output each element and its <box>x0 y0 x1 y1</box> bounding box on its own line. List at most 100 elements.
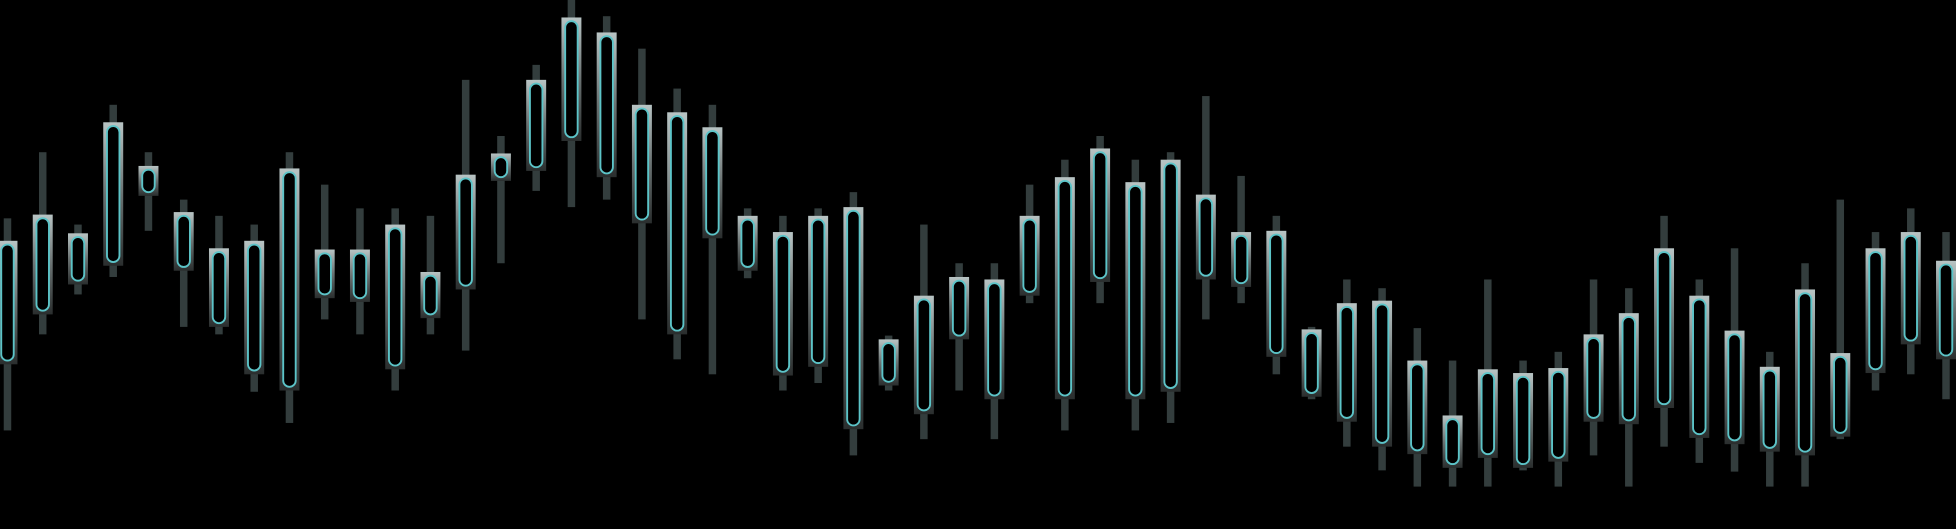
body-core <box>1762 369 1777 449</box>
candle-body <box>631 104 652 224</box>
candle-body <box>1090 148 1111 282</box>
candle-body <box>1654 248 1675 408</box>
body-core <box>352 252 368 300</box>
body-core <box>1163 162 1178 389</box>
candle-body <box>314 249 335 299</box>
body-core <box>599 35 614 175</box>
body-core <box>211 251 227 325</box>
body-core <box>1515 375 1531 466</box>
candle-body <box>420 271 441 319</box>
candle-body <box>1336 303 1357 422</box>
candle-body <box>455 174 476 290</box>
body-core <box>1445 418 1460 466</box>
candle-body <box>1477 369 1498 458</box>
body-core <box>1092 151 1108 280</box>
body-core <box>1586 337 1601 419</box>
body-core <box>634 107 650 221</box>
candle-body <box>596 32 617 178</box>
candle-body <box>1795 289 1816 456</box>
candle-body <box>1759 366 1780 452</box>
candle-body <box>279 168 300 391</box>
candle-body <box>843 207 864 430</box>
candle-body <box>1830 353 1851 437</box>
body-core <box>775 234 791 373</box>
body-core <box>846 209 861 427</box>
body-core <box>1233 234 1249 285</box>
candle-body <box>1160 159 1181 392</box>
candle-body <box>1372 300 1393 447</box>
body-core <box>1410 363 1425 452</box>
body-core <box>35 217 50 312</box>
body-core <box>1198 197 1214 277</box>
candle-body <box>1865 248 1886 374</box>
candle-body <box>667 112 688 335</box>
body-core <box>493 156 509 179</box>
candle-body <box>561 17 582 141</box>
body-core <box>1656 251 1672 406</box>
candle-body <box>913 295 934 415</box>
body-core <box>1374 303 1390 444</box>
candle-body <box>173 212 194 271</box>
candle-body <box>67 233 88 285</box>
body-core <box>141 168 156 194</box>
body-core <box>282 171 297 388</box>
body-core <box>1551 370 1566 459</box>
body-core <box>106 125 121 263</box>
candle-body <box>984 279 1005 400</box>
candle-body <box>878 339 899 386</box>
body-core <box>1128 184 1143 397</box>
candle-body <box>1266 230 1287 357</box>
body-core <box>423 274 438 316</box>
candle-body <box>1125 182 1146 400</box>
body-core <box>1727 333 1742 442</box>
candle-body <box>526 79 547 171</box>
candle-body <box>349 249 370 302</box>
body-core <box>176 214 191 268</box>
body-core <box>1621 315 1636 422</box>
body-core <box>0 243 15 362</box>
candle-body <box>1689 295 1710 438</box>
candle-body <box>0 240 18 365</box>
body-core <box>705 130 720 236</box>
body-core <box>1833 355 1848 434</box>
body-core <box>1938 263 1954 357</box>
body-core <box>1903 234 1918 342</box>
body-core <box>529 82 544 169</box>
candle-body <box>1548 368 1569 462</box>
body-core <box>70 236 86 282</box>
body-core <box>1057 179 1073 397</box>
candle-body <box>1618 313 1639 425</box>
body-core <box>1304 332 1319 394</box>
candle-body <box>1724 330 1745 445</box>
body-core <box>317 252 332 296</box>
candle-body <box>772 232 793 376</box>
candle-body <box>244 240 265 375</box>
body-core <box>458 177 473 287</box>
body-core <box>564 20 579 139</box>
candle-body <box>1936 260 1956 360</box>
candle-body <box>1513 373 1534 468</box>
body-core <box>1480 372 1495 456</box>
body-core <box>388 227 403 367</box>
body-core <box>1868 251 1883 371</box>
body-core <box>1339 305 1355 419</box>
body-core <box>1692 298 1707 436</box>
candle-body <box>1231 232 1252 287</box>
candle-body <box>208 248 229 327</box>
candle-body <box>702 127 723 239</box>
body-core <box>951 279 967 337</box>
candle-body <box>949 276 970 340</box>
wick <box>1836 199 1845 440</box>
body-core <box>1022 218 1037 293</box>
body-core <box>881 342 896 383</box>
body-core <box>669 115 685 332</box>
body-core <box>1797 292 1813 453</box>
candle-body <box>808 215 829 367</box>
body-core <box>740 218 755 268</box>
wick <box>497 135 505 264</box>
candle-body <box>1301 329 1322 397</box>
body-core <box>916 298 932 412</box>
wick <box>708 104 717 375</box>
